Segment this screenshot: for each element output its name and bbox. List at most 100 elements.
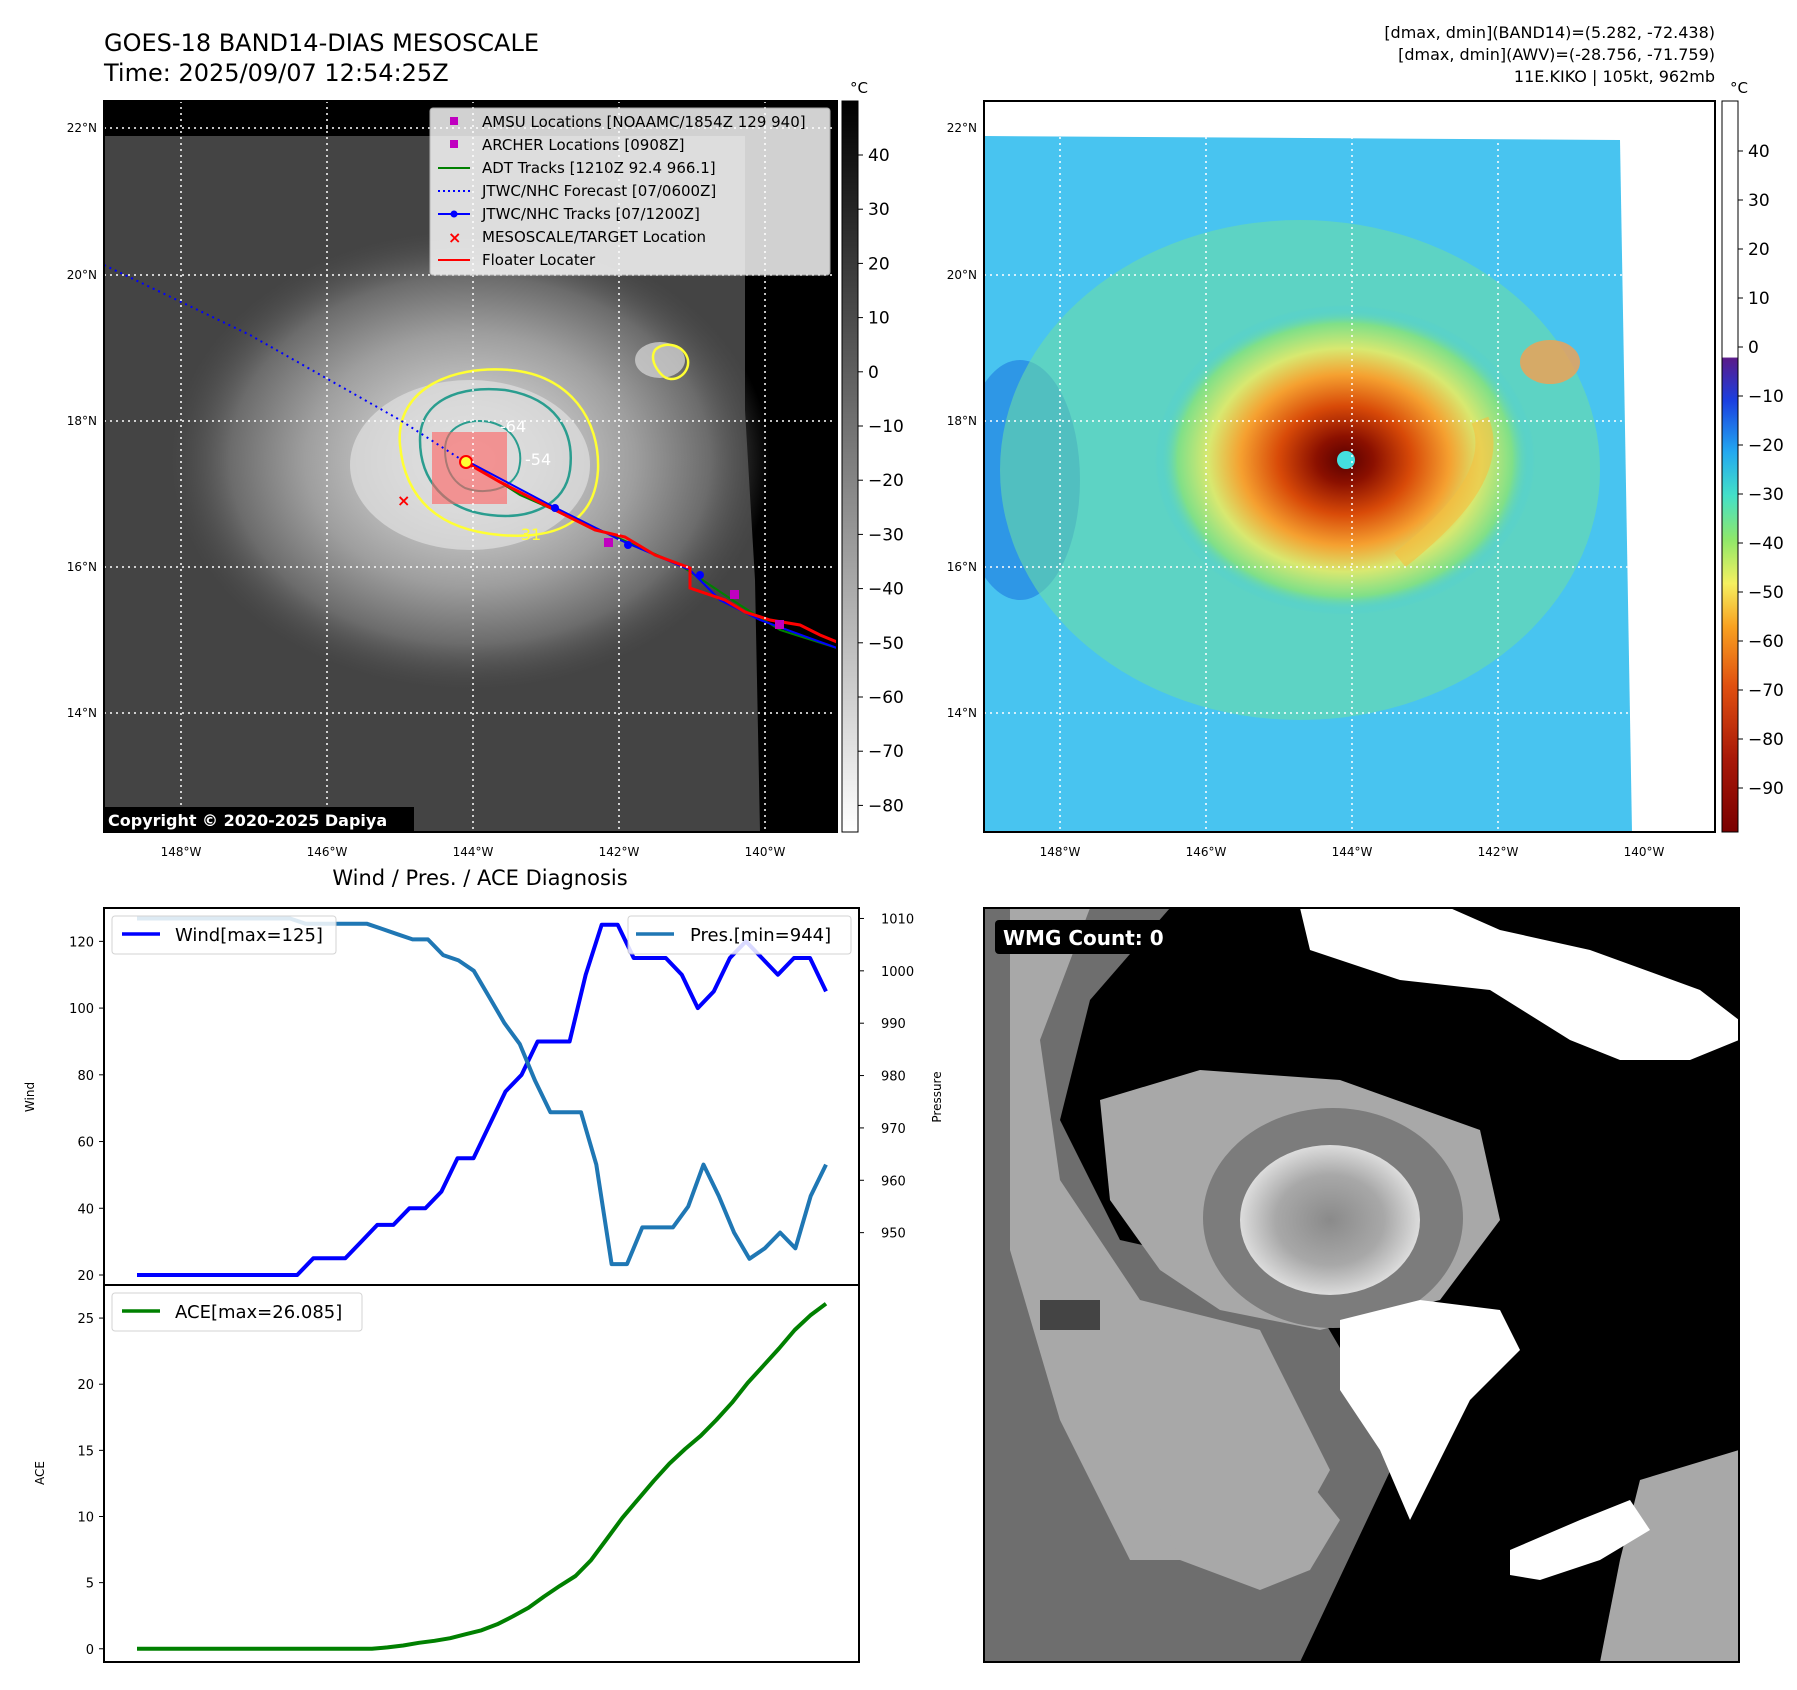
lat-label: 22°N xyxy=(947,121,977,135)
lat-label: 16°N xyxy=(947,560,977,574)
wind-series-line xyxy=(137,922,828,1277)
colorbar-tick-label: 40 xyxy=(868,146,890,166)
wind-axis-tick-label: 80 xyxy=(77,1069,94,1084)
colorbar-tick-label: −80 xyxy=(868,796,904,816)
ace-axis-tick-label: 15 xyxy=(77,1444,94,1459)
storm-center-marker xyxy=(459,455,473,469)
pressure-axis-tick-label: 970 xyxy=(881,1122,906,1137)
wmg-region-gray-mid xyxy=(1010,908,1330,1560)
lat-label: 14°N xyxy=(67,706,97,720)
legend-item: ARCHER Locations [0908Z] xyxy=(482,136,685,154)
pressure-axis-tick-label: 1000 xyxy=(881,965,914,980)
amsu-marker xyxy=(730,590,739,599)
colorbar-tick-label: −30 xyxy=(1748,485,1784,505)
colorbar-tick-label: −60 xyxy=(1748,632,1784,652)
lon-label: 144°W xyxy=(453,845,494,859)
contour-label: -54 xyxy=(525,450,551,469)
ace-axis-tick-label: 5 xyxy=(86,1577,94,1592)
wind-legend: Wind[max=125] xyxy=(111,915,337,955)
ace-axis-tick-label: 10 xyxy=(77,1510,94,1525)
colorbar-tick-label: −50 xyxy=(1748,583,1784,603)
wind-axis-tick-label: 120 xyxy=(69,935,94,950)
lon-label: 144°W xyxy=(1332,845,1373,859)
legend-item: AMSU Locations [NOAAMC/1854Z 129 940] xyxy=(482,113,806,131)
band14-range-text: [dmax, dmin](BAND14)=(5.282, -72.438) xyxy=(1384,23,1715,42)
lat-label: 18°N xyxy=(947,414,977,428)
nhc-track-point xyxy=(696,571,704,579)
contour-yellow-outer xyxy=(398,368,600,537)
wind-pressure-chart: 20 40 60 80 100 120 950 960 970 980 990 1000 1010 Wi… xyxy=(23,907,944,1286)
colorbar-tick-label: 10 xyxy=(1748,289,1770,309)
contour-label: -31 xyxy=(515,525,541,544)
lat-label: 14°N xyxy=(947,706,977,720)
lat-label: 22°N xyxy=(67,121,97,135)
pressure-axis-tick-label: 950 xyxy=(881,1227,906,1242)
wind-axis-tick-label: 40 xyxy=(77,1202,94,1217)
colorbar-tick-label: −40 xyxy=(868,580,904,600)
ir-map-panel: -64 -54 -31 × xyxy=(67,79,904,859)
colorbar-tick-label: 0 xyxy=(1748,338,1759,358)
wmg-region-gray-right xyxy=(1600,1450,1739,1662)
colorbar-tick-label: 40 xyxy=(1748,142,1770,162)
colorbar-tick-label: −60 xyxy=(868,688,904,708)
colorbar-tick-label: 10 xyxy=(868,309,890,329)
wmg-core xyxy=(1240,1145,1420,1295)
lon-label: 148°W xyxy=(161,845,202,859)
awv-range-text: [dmax, dmin](AWV)=(-28.756, -71.759) xyxy=(1398,45,1715,64)
colorbar-tick-label: −10 xyxy=(1748,387,1784,407)
colorbar-tick-label: 30 xyxy=(868,200,890,220)
target-location-marker: × xyxy=(397,491,410,510)
colorbar-tick-label: −80 xyxy=(1748,730,1784,750)
colorbar-tick-label: −70 xyxy=(1748,681,1784,701)
ace-axis-tick-label: 25 xyxy=(77,1312,94,1327)
colorbar-tick-label: −30 xyxy=(868,525,904,545)
awv-colorbar: °C 40 30 20 10 0 −10 −20 −30 −40 −50 −60 −70 −80 −90 xyxy=(1721,79,1784,833)
amsu-marker xyxy=(604,538,613,547)
ir-colorbar: °C 40 30 20 10 0 −10 −20 −30 −40 −50 −60 −70 −80 xyxy=(841,79,904,833)
legend-item: Floater Locater xyxy=(482,251,596,269)
legend-item: ADT Tracks [1210Z 92.4 966.1] xyxy=(482,159,716,177)
archer-marker xyxy=(775,620,784,629)
target-legend-icon: × xyxy=(448,228,461,247)
archer-legend-icon xyxy=(450,140,458,148)
copyright-text: Copyright © 2020-2025 Dapiya xyxy=(108,811,387,830)
awv-map-panel: 22°N 20°N 18°N 16°N 14°N 148°W 146°W 144… xyxy=(947,79,1784,859)
wind-axis-tick-label: 20 xyxy=(77,1269,94,1284)
wmg-region-white-top xyxy=(1300,908,1739,1060)
pressure-axis-tick-label: 980 xyxy=(881,1070,906,1085)
lon-label: 148°W xyxy=(1040,845,1081,859)
lat-label: 20°N xyxy=(67,268,97,282)
wmg-count-label: WMG Count: 0 xyxy=(1003,926,1164,950)
wmg-panel: WMG Count: 0 xyxy=(983,907,1740,1663)
wmg-region-white-mid xyxy=(1340,1300,1520,1520)
awv-eye xyxy=(1337,451,1355,469)
ace-legend: ACE[max=26.085] xyxy=(111,1292,363,1332)
diagnosis-title: Wind / Pres. / ACE Diagnosis xyxy=(332,866,627,890)
pressure-axis-tick-label: 960 xyxy=(881,1174,906,1189)
pressure-legend: Pres.[min=944] xyxy=(627,915,852,955)
colorbar-unit: °C xyxy=(1730,79,1748,97)
colorbar-unit: °C xyxy=(850,79,868,97)
legend-item: JTWC/NHC Forecast [07/0600Z] xyxy=(481,182,716,200)
colorbar-tick-label: −10 xyxy=(868,417,904,437)
colorbar-tick-label: −50 xyxy=(868,634,904,654)
pressure-axis-tick-label: 1010 xyxy=(881,912,914,927)
wind-axis-tick-label: 60 xyxy=(77,1136,94,1151)
colorbar-tick-label: −20 xyxy=(1748,436,1784,456)
contour-yellow-island xyxy=(651,343,690,381)
colorbar-tick-label: −90 xyxy=(1748,779,1784,799)
colorbar-tick-label: 30 xyxy=(1748,191,1770,211)
ace-axis-label: ACE xyxy=(33,1461,47,1485)
pressure-legend-label: Pres.[min=944] xyxy=(690,925,831,946)
lat-label: 18°N xyxy=(67,414,97,428)
pressure-axis-label: Pressure xyxy=(930,1071,944,1122)
colorbar-tick-label: −20 xyxy=(868,471,904,491)
nhc-track-point xyxy=(624,541,632,549)
lon-label: 146°W xyxy=(307,845,348,859)
contour-label: -64 xyxy=(500,417,526,436)
wmg-region-gray-lower xyxy=(1130,1420,1340,1590)
ace-axis-tick-label: 20 xyxy=(77,1378,94,1393)
figure-title: GOES-18 BAND14-DIAS MESOSCALE xyxy=(104,29,539,57)
copyright-box xyxy=(104,807,414,832)
